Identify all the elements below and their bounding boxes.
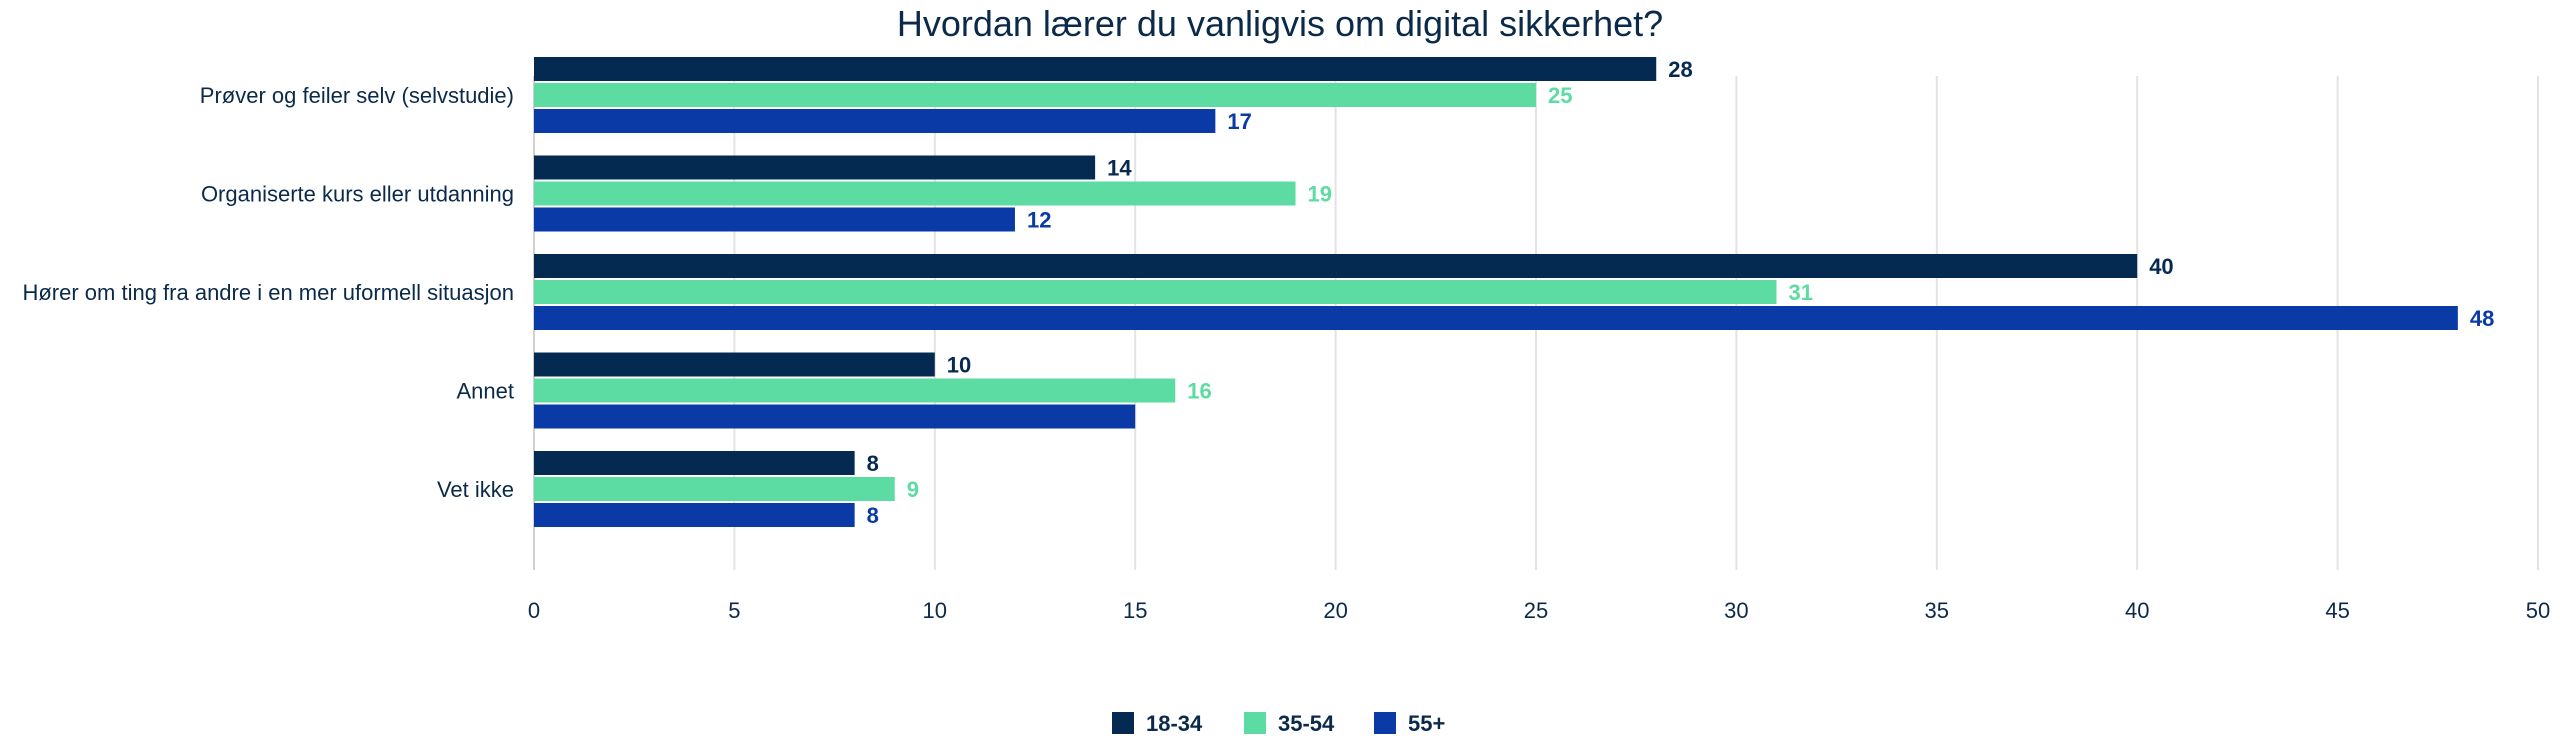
x-tick-label: 10	[923, 598, 947, 623]
category-label: Prøver og feiler selv (selvstudie)	[200, 83, 514, 108]
bar-18-34	[534, 451, 855, 475]
x-tick-label: 40	[2125, 598, 2149, 623]
x-tick-label: 30	[1724, 598, 1748, 623]
legend-label[interactable]: 35-54	[1278, 711, 1335, 736]
category-label: Vet ikke	[437, 477, 514, 502]
bar-18-34	[534, 352, 935, 377]
bar-35-54	[534, 280, 1777, 304]
bar-18-34	[534, 57, 1657, 81]
data-label: 16	[1187, 379, 1211, 404]
legend-swatch	[1374, 712, 1396, 734]
data-label: 40	[2149, 254, 2173, 279]
bar-35-54	[534, 477, 895, 501]
legend-label[interactable]: 18-34	[1146, 711, 1203, 736]
bar-55+	[534, 306, 2458, 330]
bar-55+	[534, 109, 1216, 133]
x-tick-label: 25	[1524, 598, 1548, 623]
data-label: 28	[1668, 57, 1692, 82]
data-label: 10	[947, 353, 971, 378]
category-label: Annet	[457, 379, 515, 404]
legend-label[interactable]: 55+	[1408, 711, 1445, 736]
x-tick-label: 0	[528, 598, 540, 623]
category-label: Organiserte kurs eller utdanning	[201, 182, 514, 207]
data-label: 8	[867, 451, 879, 476]
x-tick-label: 15	[1123, 598, 1147, 623]
bar-18-34	[534, 254, 2138, 278]
x-tick-label: 5	[728, 598, 740, 623]
x-tick-label: 35	[1925, 598, 1949, 623]
x-tick-label: 45	[2325, 598, 2349, 623]
x-tick-label: 50	[2526, 598, 2550, 623]
data-label: 12	[1027, 208, 1051, 233]
data-label: 9	[907, 477, 919, 502]
chart-title: Hvordan lærer du vanligvis om digital si…	[897, 3, 1663, 44]
bar-35-54	[534, 378, 1176, 403]
data-label: 19	[1308, 182, 1332, 207]
bar-55+	[534, 404, 1136, 429]
bar-35-54	[534, 83, 1536, 107]
x-tick-label: 20	[1323, 598, 1347, 623]
bar-18-34	[534, 155, 1096, 180]
legend-swatch	[1244, 712, 1266, 734]
data-label: 31	[1788, 280, 1812, 305]
bar-55+	[534, 207, 1015, 232]
data-label: 17	[1227, 109, 1251, 134]
bar-35-54	[534, 181, 1296, 206]
data-label: 14	[1107, 156, 1132, 181]
data-label: 25	[1548, 83, 1572, 108]
legend-swatch	[1112, 712, 1134, 734]
data-label: 8	[867, 503, 879, 528]
bar-55+	[534, 503, 855, 527]
data-label: 48	[2470, 306, 2494, 331]
category-label: Hører om ting fra andre i en mer uformel…	[22, 280, 514, 305]
